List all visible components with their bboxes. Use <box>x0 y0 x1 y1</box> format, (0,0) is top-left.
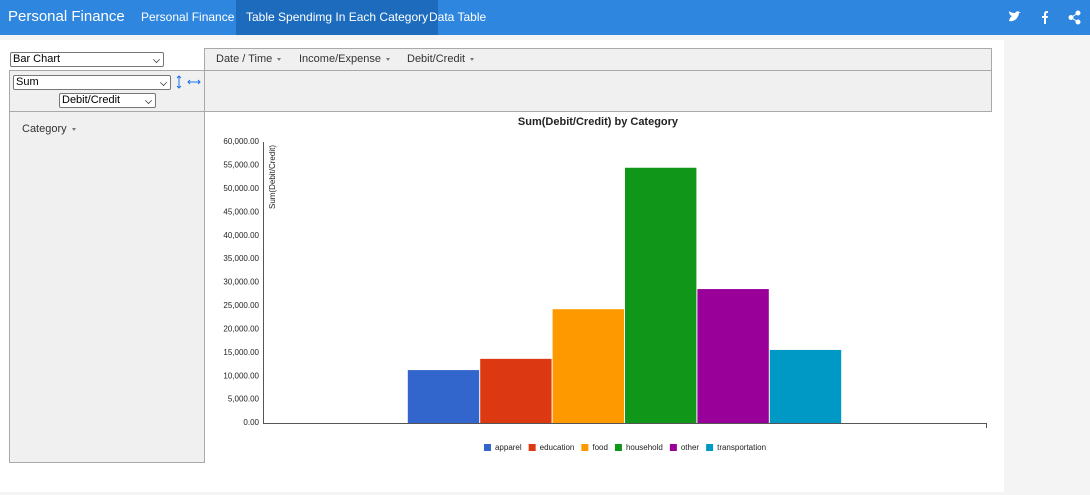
legend-swatch <box>669 444 677 451</box>
y-tick-label: 50,000.00 <box>223 184 259 193</box>
y-tick-label: 45,000.00 <box>223 207 259 216</box>
column-field[interactable]: Date / Time <box>216 53 282 65</box>
brand[interactable]: Personal Finance <box>8 8 125 25</box>
field-label: Debit/Credit <box>407 53 466 65</box>
row-fields-area: Category <box>9 111 205 463</box>
legend-swatch <box>706 444 714 451</box>
field-label: Category <box>22 123 67 135</box>
bar <box>480 358 552 423</box>
column-field[interactable]: Debit/Credit <box>407 53 475 65</box>
bar <box>625 167 697 423</box>
field-label: Income/Expense <box>299 53 381 65</box>
legend-label: education <box>540 443 575 452</box>
y-tick-label: 30,000.00 <box>223 278 259 287</box>
row-field[interactable]: Category <box>22 123 76 135</box>
renderer-value: Bar Chart <box>13 53 61 65</box>
legend-label: apparel <box>495 443 522 452</box>
aggregator-field-value: Debit/Credit <box>62 94 121 106</box>
nav-link[interactable]: Table Spendimg In Each Category <box>236 0 439 35</box>
chart-title: Sum(Debit/Credit) by Category <box>518 116 679 128</box>
y-tick-label: 10,000.00 <box>223 371 259 380</box>
legend-label: food <box>592 443 608 452</box>
y-tick-label: 60,000.00 <box>223 137 259 146</box>
column-fields-area: Date / Time Income/Expense Debit/Credit <box>204 48 992 71</box>
social-icons[interactable] <box>1008 10 1083 25</box>
field-label: Date / Time <box>216 53 273 65</box>
renderer-select[interactable]: Bar Chart <box>10 52 164 67</box>
y-axis-label: Sum(Debit/Credit) <box>268 145 277 209</box>
y-tick-label: 25,000.00 <box>223 301 259 310</box>
y-tick-label: 20,000.00 <box>223 324 259 333</box>
legend-swatch <box>528 444 536 451</box>
facebook-icon[interactable] <box>1042 11 1048 24</box>
legend-label: transportation <box>717 443 766 452</box>
nav-link[interactable]: Data Table <box>429 10 487 24</box>
legend-swatch <box>614 444 622 451</box>
y-tick-label: 35,000.00 <box>223 254 259 263</box>
navbar: Personal Finance Personal Finance Table … <box>0 0 1090 35</box>
y-tick-label: 55,000.00 <box>223 161 259 170</box>
nav-link[interactable]: Personal Finance <box>141 10 235 24</box>
aggregator-area: Sum Debit/Credit <box>9 70 205 112</box>
aggregator-field-select[interactable]: Debit/Credit <box>59 93 156 108</box>
aggregator-value: Sum <box>16 76 39 88</box>
legend-label: other <box>681 443 700 452</box>
bar <box>552 309 624 423</box>
twitter-icon[interactable] <box>1009 11 1021 22</box>
column-field[interactable]: Income/Expense <box>299 53 390 65</box>
bar <box>769 349 842 423</box>
y-tick-label: 0.00 <box>243 418 259 427</box>
legend-swatch <box>483 444 491 451</box>
legend-swatch <box>581 444 589 451</box>
aggregator-select[interactable]: Sum <box>13 75 171 90</box>
share-icon[interactable] <box>1068 10 1081 25</box>
column-header-area <box>204 70 992 112</box>
sort-icons[interactable] <box>175 75 203 89</box>
y-tick-label: 5,000.00 <box>228 395 260 404</box>
y-tick-label: 40,000.00 <box>223 231 259 240</box>
bar <box>697 289 769 423</box>
bar <box>407 370 480 423</box>
y-tick-label: 15,000.00 <box>223 348 259 357</box>
legend-label: household <box>626 443 663 452</box>
